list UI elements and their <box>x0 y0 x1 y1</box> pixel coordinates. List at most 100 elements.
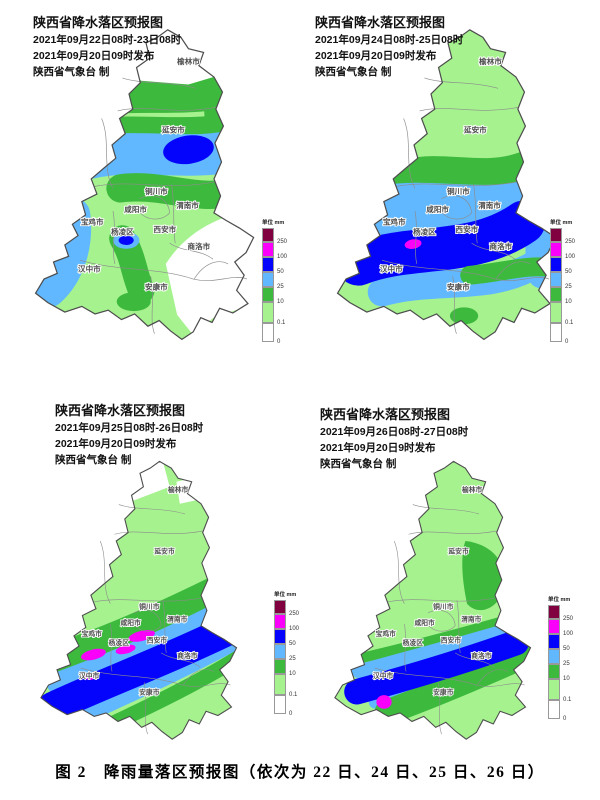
city-label: 榆林市 <box>177 56 200 66</box>
forecast-panel-2: 陕西省降水落区预报图 2021年09月24日08时-25日08时 2021年09… <box>300 6 600 390</box>
district-border-line <box>114 530 204 535</box>
legend-level: 10 <box>548 664 570 682</box>
legend-level: 25 <box>274 644 296 662</box>
city-label: 宝鸡市 <box>383 216 406 226</box>
district-border-line <box>495 261 531 280</box>
district-border-line <box>112 210 116 264</box>
district-border-line <box>138 195 170 220</box>
rain-core-100mm <box>115 644 136 655</box>
legend-value: 250 <box>277 239 288 245</box>
district-border-line <box>162 600 167 653</box>
district-borders <box>374 504 525 735</box>
city-label: 汉中市 <box>380 263 403 273</box>
map-issue-time: 2021年09月20日09时发布 <box>315 49 437 62</box>
legend-level: 50 <box>548 634 570 652</box>
legend-level: 0.1 <box>262 302 285 326</box>
city-label: 安康市 <box>139 687 160 696</box>
legend-value: 100 <box>277 254 288 260</box>
map-agency: 陕西省气象台 制 <box>320 458 397 471</box>
city-label: 延安市 <box>161 125 185 135</box>
legend-level: 250 <box>274 600 299 617</box>
map-agency: 陕西省气象台 制 <box>315 66 392 79</box>
city-label: 榆林市 <box>462 485 483 494</box>
legend-level: 0 <box>550 323 568 345</box>
legend-level: 100 <box>548 619 573 637</box>
city-label: 铜川市 <box>139 602 160 611</box>
legend-swatch <box>548 664 560 679</box>
city-label: 宝鸡市 <box>376 629 397 638</box>
legend-level: 10 <box>274 659 296 677</box>
city-label: 西安市 <box>147 636 168 645</box>
rain-band-25mm <box>35 197 92 308</box>
legend-level: 0.1 <box>274 674 297 698</box>
rain-area-dry <box>83 513 107 547</box>
map-title: 陕西省降水落区预报图 <box>33 15 164 30</box>
rain-core-50mm <box>163 135 214 165</box>
forecast-panel-1: 陕西省降水落区预报图 2021年09月22日08时-23日08时 2021年09… <box>0 6 300 390</box>
legend-swatch <box>548 700 560 719</box>
city-label: 汉中市 <box>373 671 394 680</box>
legend-value: 0.1 <box>277 320 286 326</box>
district-border-line <box>403 118 416 189</box>
district-border-line <box>99 540 111 604</box>
rain-core-100mm <box>376 695 392 709</box>
district-border-line <box>455 652 495 668</box>
district-border-line <box>80 667 231 687</box>
district-border-line <box>426 609 456 632</box>
legend-value: 100 <box>289 626 300 632</box>
district-border-line <box>182 669 214 686</box>
legend-swatch <box>550 242 562 257</box>
city-label: 榆林市 <box>168 485 189 494</box>
district-border-line <box>414 210 418 264</box>
map-valid-period: 2021年09月25日08时-26日08时 <box>55 421 204 434</box>
legend-level: 250 <box>262 228 287 245</box>
legend-swatch <box>548 605 560 619</box>
rain-band-25mm <box>223 76 235 146</box>
city-label: 榆林市 <box>479 56 502 66</box>
legend-swatch <box>550 272 562 287</box>
city-label: 渭南市 <box>478 200 501 210</box>
legend-swatch <box>262 228 274 242</box>
province-outline <box>34 29 255 341</box>
legend-value: 50 <box>289 641 296 647</box>
legend-level: 25 <box>550 272 572 290</box>
district-borders <box>80 504 231 735</box>
rain-core-100mm <box>84 673 96 680</box>
legend-swatch <box>550 302 562 323</box>
legend-level: 10 <box>550 287 572 305</box>
rainfall-legend: 单位 mm 250 100 50 25 10 0.1 0 <box>274 590 300 717</box>
city-label: 安康市 <box>145 281 168 291</box>
city-label: 安康市 <box>433 687 454 696</box>
district-borders <box>381 77 550 334</box>
figure-caption: 图 2 降雨量落区预报图（依次为 22 日、24 日、25 日、26 日） <box>55 764 545 781</box>
city-label: 商洛市 <box>188 241 211 251</box>
legend-value: 0.1 <box>565 320 574 326</box>
district-border-line <box>381 259 550 281</box>
legend-swatch <box>274 600 286 614</box>
legend-swatch <box>274 695 286 714</box>
legend-swatch <box>550 287 562 302</box>
province-outline <box>40 460 238 740</box>
legend-level: 25 <box>262 272 284 290</box>
forecast-panel-3: 陕西省降水落区预报图 2021年09月25日08时-26日08时 2021年09… <box>0 390 300 758</box>
city-label: 杨凌区 <box>109 638 130 647</box>
legend-level: 50 <box>274 629 296 647</box>
rain-core-50mm <box>337 200 546 286</box>
map-valid-period: 2021年09月24日08时-25日08时 <box>315 33 464 46</box>
legend-value: 250 <box>565 239 576 245</box>
city-label: 安康市 <box>447 281 470 291</box>
district-border-line <box>171 184 176 244</box>
legend-scale: 250 100 50 25 10 0.1 0 <box>548 605 573 722</box>
district-border-line <box>122 77 197 89</box>
district-border-line <box>393 540 405 604</box>
city-label: 杨凌区 <box>111 227 134 237</box>
rain-blob-10mm <box>462 541 505 611</box>
legend-level: 0.1 <box>550 302 573 326</box>
legend-value: 0 <box>289 711 293 717</box>
rain-band-10mm <box>106 173 246 209</box>
map-valid-period: 2021年09月22日08时-23日08时 <box>33 33 182 46</box>
legend-value: 10 <box>289 671 296 677</box>
